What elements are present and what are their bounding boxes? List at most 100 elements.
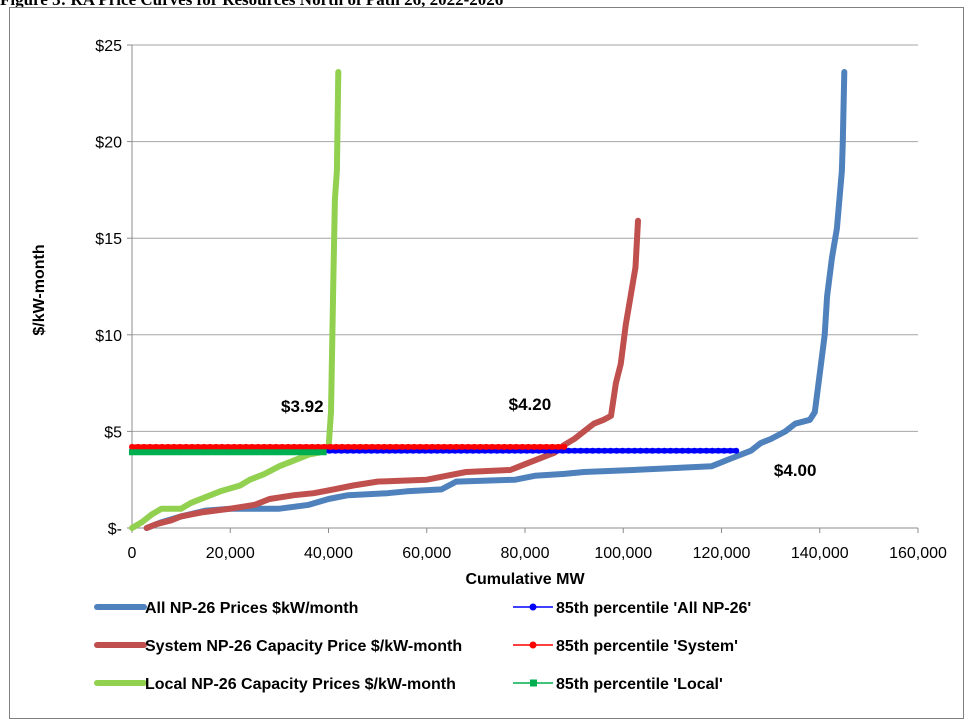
series-3-point-94 — [691, 447, 698, 454]
series-3-point-92 — [679, 447, 686, 454]
series-5-point-29 — [302, 449, 309, 456]
series-4-point-63 — [507, 443, 514, 450]
legend-item-3: 85th percentile 'All NP-26' — [513, 600, 751, 617]
y-tick-label-2: $10 — [95, 328, 122, 345]
series-4-point-62 — [501, 443, 508, 450]
series-4-point-26 — [285, 443, 292, 450]
series-4-point-2 — [141, 443, 148, 450]
legend-label-0: All NP-26 Prices $kW/month — [145, 600, 358, 617]
series-3-point-76 — [583, 447, 590, 454]
series-4-point-40 — [369, 443, 376, 450]
series-4-point-10 — [189, 443, 196, 450]
series-3-point-91 — [673, 447, 680, 454]
series-4-point-16 — [225, 443, 232, 450]
series-4-point-33 — [327, 443, 334, 450]
series-line-2 — [129, 69, 342, 531]
series-3-point-73 — [565, 447, 572, 454]
series-5-point-7 — [170, 449, 177, 456]
series-5-point-3 — [146, 449, 153, 456]
series-4-point-30 — [309, 443, 316, 450]
series-4-point-24 — [273, 443, 280, 450]
series-4-point-3 — [147, 443, 154, 450]
y-axis-title: $/kW-month — [31, 244, 48, 335]
x-tick-label-6: 120,000 — [693, 545, 751, 562]
series-5-point-24 — [272, 449, 279, 456]
series-3-point-79 — [601, 447, 608, 454]
series-4-point-34 — [333, 443, 340, 450]
series-5-point-26 — [284, 449, 291, 456]
series-5-point-28 — [296, 449, 303, 456]
series-3-point-86 — [643, 447, 650, 454]
series-5-point-6 — [164, 449, 171, 456]
gridlines — [132, 44, 918, 432]
y-tick-label-4: $20 — [95, 135, 122, 152]
series-4-point-50 — [429, 443, 436, 450]
series-4-point-31 — [315, 443, 322, 450]
series-4-point-29 — [303, 443, 310, 450]
series-4-point-38 — [357, 443, 364, 450]
legend-label-1: System NP-26 Capacity Price $/kW-month — [145, 638, 462, 655]
series-markers-4 — [129, 443, 568, 450]
legend: All NP-26 Prices $kW/month 85th percentil… — [94, 600, 751, 693]
series-5-point-25 — [278, 449, 285, 456]
series-4-point-32 — [321, 443, 328, 450]
series-4-point-56 — [465, 443, 472, 450]
series-4-point-70 — [549, 443, 556, 450]
series-4-point-48 — [417, 443, 424, 450]
axes — [127, 44, 919, 533]
series-5-point-10 — [188, 449, 195, 456]
series-5-point-12 — [200, 449, 207, 456]
series-5-point-32 — [320, 449, 327, 456]
legend-marker-5 — [530, 679, 537, 687]
series-5-point-31 — [314, 449, 321, 456]
series-4-point-51 — [435, 443, 442, 450]
series-5-point-20 — [248, 449, 255, 456]
series-4-point-52 — [441, 443, 448, 450]
series-4-point-6 — [165, 443, 172, 450]
y-tick-label-5: $25 — [95, 38, 122, 55]
series-5-point-14 — [212, 449, 219, 456]
annotation-0: $3.92 — [281, 397, 324, 416]
legend-item-1: System NP-26 Capacity Price $/kW-month — [94, 638, 462, 655]
series-3-point-90 — [667, 447, 674, 454]
series-3-point-82 — [619, 447, 626, 454]
series-5-point-9 — [182, 449, 189, 456]
series-4-point-21 — [255, 443, 262, 450]
y-tick-label-1: $5 — [104, 424, 122, 441]
legend-label-5: 85th percentile 'Local' — [556, 676, 723, 693]
series-4-point-9 — [183, 443, 190, 450]
series-4-point-7 — [171, 443, 178, 450]
series-layer — [129, 69, 848, 531]
series-4-point-49 — [423, 443, 430, 450]
series-4-point-72 — [561, 443, 568, 450]
series-4-point-61 — [495, 443, 502, 450]
series-line-0 — [143, 69, 848, 531]
series-5-point-17 — [230, 449, 237, 456]
series-3-point-75 — [577, 447, 584, 454]
series-5-point-11 — [194, 449, 201, 456]
series-5-point-27 — [290, 449, 297, 456]
series-4-point-1 — [135, 443, 142, 450]
series-3-point-96 — [703, 447, 710, 454]
series-3-point-98 — [715, 447, 722, 454]
series-5-point-16 — [224, 449, 231, 456]
series-3-point-77 — [589, 447, 596, 454]
series-4-point-25 — [279, 443, 286, 450]
series-4-point-58 — [477, 443, 484, 450]
series-4-point-55 — [459, 443, 466, 450]
series-4-point-4 — [153, 443, 160, 450]
series-4-point-47 — [411, 443, 418, 450]
series-4-point-53 — [447, 443, 454, 450]
series-3-point-87 — [649, 447, 656, 454]
series-4-point-46 — [405, 443, 412, 450]
y-tick-label-3: $15 — [95, 231, 122, 248]
series-4-point-0 — [129, 443, 135, 450]
series-5-point-23 — [266, 449, 273, 456]
series-4-point-14 — [213, 443, 220, 450]
series-3-point-99 — [721, 447, 728, 454]
series-3-point-85 — [637, 447, 644, 454]
series-4-point-22 — [261, 443, 268, 450]
series-4-point-8 — [177, 443, 184, 450]
tick-labels: 0 20,000 40,000 60,000 80,000 100,000 120,000 1… — [95, 38, 947, 562]
series-4-point-18 — [237, 443, 244, 450]
